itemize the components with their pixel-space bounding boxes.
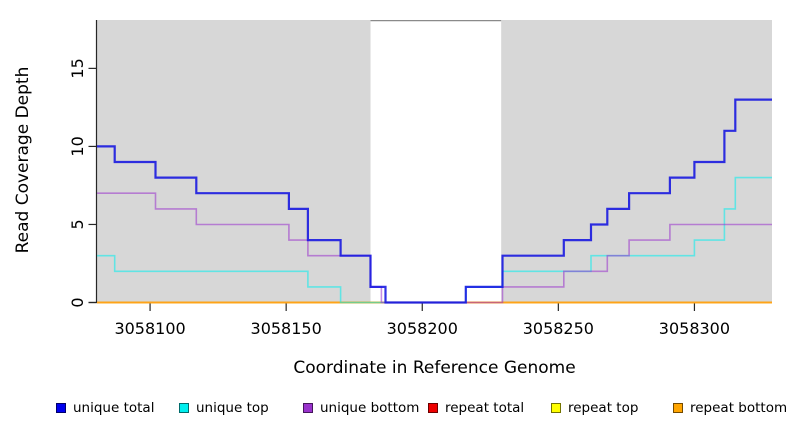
y-tick-label: 15: [68, 58, 87, 78]
legend-item-unique-bottom: unique bottom: [303, 399, 420, 416]
legend-swatch-icon: [428, 402, 438, 413]
legend-item-repeat-total: repeat total: [428, 399, 525, 416]
legend-swatch-icon: [673, 402, 683, 413]
legend: unique total unique top unique bottom repea…: [0, 400, 792, 422]
legend-label: unique top: [196, 399, 269, 416]
legend-item-repeat-bottom: repeat bottom: [673, 399, 788, 416]
legend-label: repeat top: [568, 399, 639, 416]
legend-swatch-icon: [551, 402, 561, 413]
legend-label: repeat total: [445, 399, 525, 416]
series-line-unique-total: [97, 98, 772, 304]
x-tick-label: 3058100: [114, 319, 185, 338]
legend-label: unique total: [73, 399, 155, 416]
legend-swatch-icon: [303, 402, 313, 413]
legend-item-repeat-top: repeat top: [551, 399, 639, 416]
y-tick-label: 5: [68, 219, 87, 229]
legend-label: unique bottom: [320, 399, 420, 416]
legend-swatch-icon: [56, 402, 66, 413]
x-axis-title: Coordinate in Reference Genome: [293, 358, 576, 378]
x-tick-label: 3058250: [523, 319, 594, 338]
series-line-unique-bottom: [97, 192, 772, 304]
y-tick-label: 10: [68, 136, 87, 156]
coverage-plot: 3058100 3058150 3058200 3058250 3058300 0 5 10 1…: [68, 20, 772, 338]
x-tick-label: 3058200: [387, 319, 458, 338]
legend-label: repeat bottom: [690, 399, 788, 416]
y-tick-label: 0: [68, 297, 87, 307]
legend-item-unique-total: unique total: [56, 399, 155, 416]
gap-band: [370, 20, 502, 303]
legend-item-unique-top: unique top: [179, 399, 269, 416]
x-tick-label: 3058150: [251, 319, 322, 338]
y-axis-title: Read Coverage Depth: [13, 66, 33, 254]
x-tick-label: 3058300: [659, 319, 730, 338]
legend-swatch-icon: [179, 402, 189, 413]
